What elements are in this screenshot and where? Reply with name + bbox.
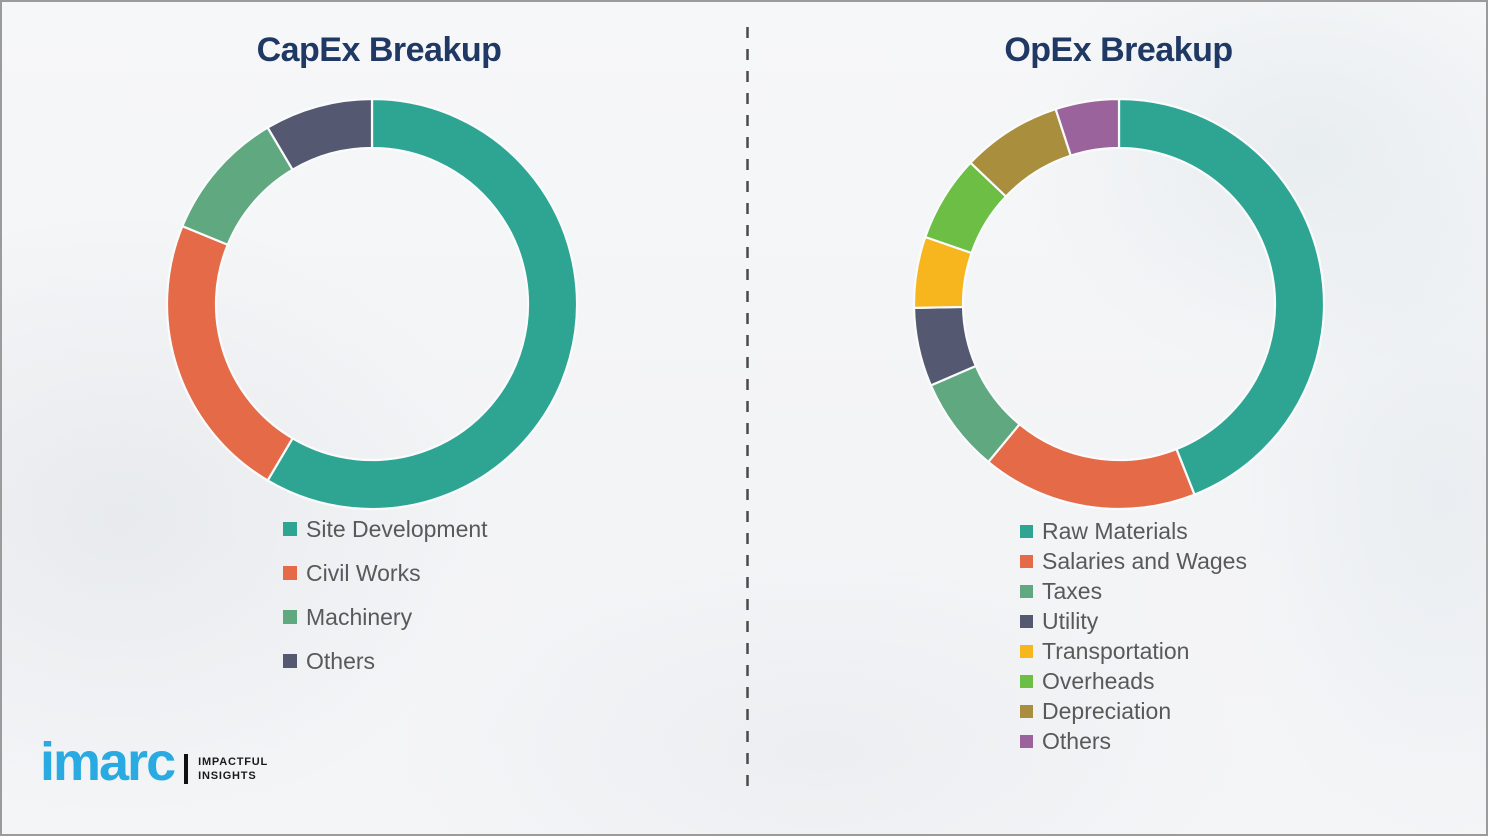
opex-donut-chart (912, 97, 1326, 511)
legend-item-others: Others (1020, 729, 1247, 754)
imarc-logo: imarc IMPACTFUL INSIGHTS (40, 734, 268, 790)
legend-label: Salaries and Wages (1042, 548, 1247, 574)
capex-legend: Site Development Civil Works Machinery Othe… (283, 516, 488, 692)
legend-swatch-others (1020, 735, 1033, 748)
legend-label: Utility (1042, 608, 1099, 634)
legend-label: Taxes (1042, 578, 1103, 604)
legend-label: Raw Materials (1042, 518, 1188, 544)
legend-swatch-raw-materials (1020, 525, 1033, 538)
legend-swatch-site-development (283, 522, 297, 536)
legend-item-others: Others (283, 648, 488, 674)
legend-swatch-machinery (283, 610, 297, 624)
legend-label: Transportation (1042, 638, 1190, 664)
legend-swatch-depreciation (1020, 705, 1033, 718)
donut-segment-civil-works (165, 224, 295, 482)
legend-item-transportation: Transportation (1020, 639, 1247, 664)
legend-label: Others (306, 648, 376, 674)
legend-swatch-salaries-and-wages (1020, 555, 1033, 568)
legend-item-site-development: Site Development (283, 516, 488, 542)
legend-label: Depreciation (1042, 698, 1172, 724)
legend-item-depreciation: Depreciation (1020, 699, 1247, 724)
donut-segment-machinery (180, 126, 295, 247)
imarc-logo-text: imarc (40, 732, 176, 792)
donut-segment-salaries-and-wages (986, 422, 1196, 511)
capex-donut-chart (165, 97, 579, 511)
capex-chart-title: CapEx Breakup (256, 31, 502, 69)
logo-tagline-line1: IMPACTFUL (198, 756, 269, 768)
legend-label: Site Development (306, 516, 488, 542)
legend-item-salaries-and-wages: Salaries and Wages (1020, 549, 1247, 574)
legend-item-raw-materials: Raw Materials (1020, 519, 1247, 544)
legend-swatch-utility (1020, 615, 1033, 628)
opex-chart-title: OpEx Breakup (1004, 31, 1233, 69)
logo-tagline: IMPACTFUL INSIGHTS (198, 755, 268, 783)
legend-label: Overheads (1042, 668, 1155, 694)
donut-segment-others (1054, 97, 1121, 158)
donut-segment-raw-materials (1117, 97, 1326, 497)
legend-item-civil-works: Civil Works (283, 560, 488, 586)
legend-swatch-civil-works (283, 566, 297, 580)
legend-label: Others (1042, 728, 1112, 754)
logo-divider-bar (184, 754, 189, 784)
legend-label: Civil Works (306, 560, 421, 586)
legend-swatch-others (283, 654, 297, 668)
donut-segment-others (266, 97, 374, 172)
logo-tagline-line2: INSIGHTS (198, 770, 257, 782)
legend-swatch-taxes (1020, 585, 1033, 598)
legend-item-utility: Utility (1020, 609, 1247, 634)
legend-item-taxes: Taxes (1020, 579, 1247, 604)
donut-segment-site-development (266, 97, 579, 511)
legend-label: Machinery (306, 604, 413, 630)
legend-item-machinery: Machinery (283, 604, 488, 630)
legend-swatch-overheads (1020, 675, 1033, 688)
opex-legend: Raw Materials Salaries and Wages Taxes Util… (1020, 519, 1247, 759)
legend-swatch-transportation (1020, 645, 1033, 658)
legend-item-overheads: Overheads (1020, 669, 1247, 694)
